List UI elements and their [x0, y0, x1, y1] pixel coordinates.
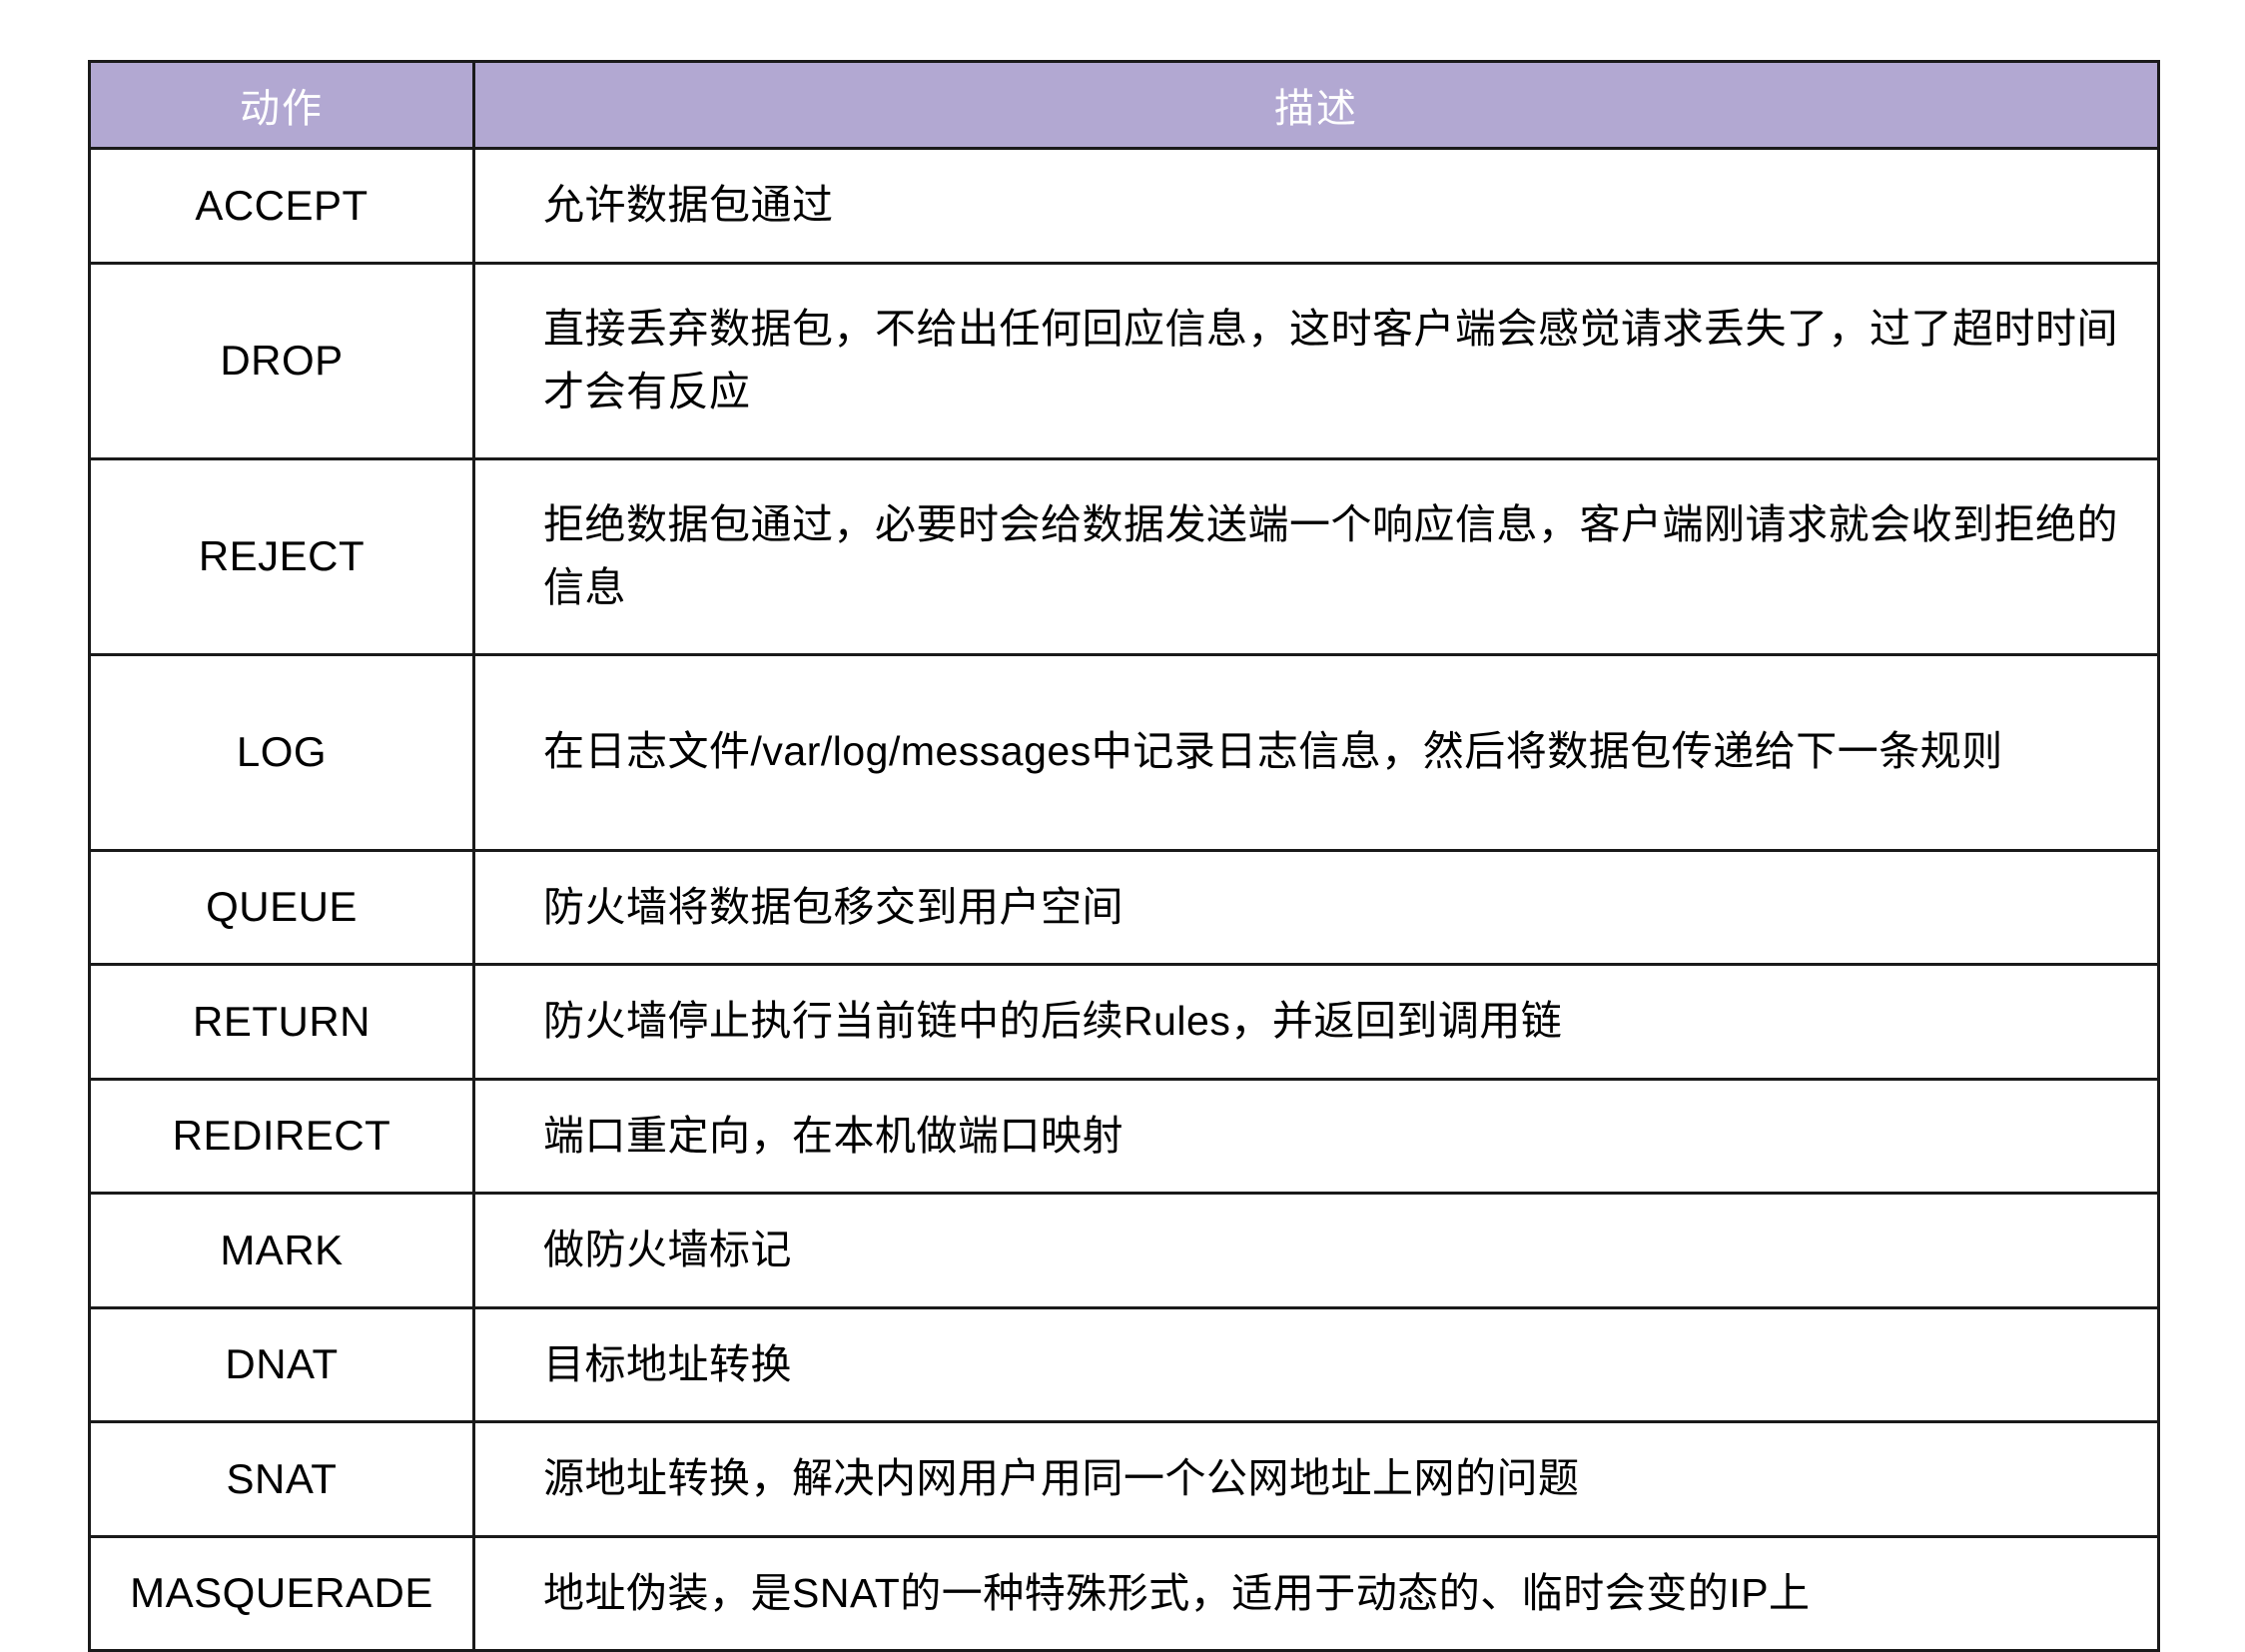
column-header-description: 描述 [472, 60, 2160, 150]
cell-action: SNAT [88, 1420, 475, 1538]
description-text: 目标地址转换 [543, 1340, 792, 1387]
cell-description: 防火墙停止执行当前链中的后续Rules，并返回到调用链 [472, 963, 2160, 1081]
table-row: DROP 直接丢弃数据包，不给出任何回应信息，这时客户端会感觉请求丢失了，过了超时… [88, 261, 2160, 460]
description-text: 允许数据包通过 [543, 182, 834, 228]
table-row: REDIRECT 端口重定向，在本机做端口映射 [88, 1077, 2160, 1196]
table-row: MASQUERADE 地址伪装，是SNAT的一种特殊形式，适用于动态的、临时会变的… [88, 1534, 2160, 1652]
table-row: MARK 做防火墙标记 [88, 1192, 2160, 1309]
cell-action: RETURN [88, 963, 475, 1081]
table-row: DNAT 目标地址转换 [88, 1305, 2160, 1424]
cell-description: 做防火墙标记 [472, 1192, 2160, 1309]
cell-description: 允许数据包通过 [472, 147, 2160, 265]
description-text: 端口重定向，在本机做端口映射 [543, 1112, 1123, 1159]
cell-description: 拒绝数据包通过，必要时会给数据发送端一个响应信息，客户端刚请求就会收到拒绝的信息 [472, 456, 2160, 656]
table-header: 动作 描述 [88, 60, 2160, 150]
column-header-action: 动作 [88, 60, 475, 150]
cell-description: 防火墙将数据包移交到用户空间 [472, 848, 2160, 967]
table-row: SNAT 源地址转换，解决内网用户用同一个公网地址上网的问题 [88, 1420, 2160, 1538]
header-row: 动作 描述 [88, 60, 2160, 150]
table-row: RETURN 防火墙停止执行当前链中的后续Rules，并返回到调用链 [88, 963, 2160, 1081]
cell-action: MASQUERADE [88, 1534, 475, 1652]
cell-description: 在日志文件/var/log/messages中记录日志信息，然后将数据包传递给下… [472, 652, 2160, 852]
description-text: 在日志文件/var/log/messages中记录日志信息，然后将数据包传递给下… [543, 728, 2003, 775]
description-text: 直接丢弃数据包，不给出任何回应信息，这时客户端会感觉请求丢失了，过了超时时间才会… [543, 305, 2118, 415]
cell-description: 直接丢弃数据包，不给出任何回应信息，这时客户端会感觉请求丢失了，过了超时时间才会… [472, 261, 2160, 460]
description-text: 做防火墙标记 [543, 1227, 792, 1273]
cell-description: 目标地址转换 [472, 1305, 2160, 1424]
table-body: ACCEPT 允许数据包通过 DROP 直接丢弃数据包，不给出任何回应信息，这时客户端… [88, 147, 2160, 1652]
table-row: REJECT 拒绝数据包通过，必要时会给数据发送端一个响应信息，客户端刚请求就会收… [88, 456, 2160, 656]
cell-description: 地址伪装，是SNAT的一种特殊形式，适用于动态的、临时会变的IP上 [472, 1534, 2160, 1652]
iptables-action-table: 动作 描述 ACCEPT 允许数据包通过 DROP 直接丢弃数据包，不给出任何回应信息… [88, 60, 2160, 1652]
description-text: 防火墙停止执行当前链中的后续Rules，并返回到调用链 [543, 998, 1563, 1045]
cell-description: 端口重定向，在本机做端口映射 [472, 1077, 2160, 1196]
description-text: 防火墙将数据包移交到用户空间 [543, 883, 1123, 930]
cell-action: MARK [88, 1192, 475, 1309]
description-text: 地址伪装，是SNAT的一种特殊形式，适用于动态的、临时会变的IP上 [543, 1569, 1811, 1616]
cell-action: ACCEPT [88, 147, 475, 265]
cell-action: REDIRECT [88, 1077, 475, 1196]
cell-action: DNAT [88, 1305, 475, 1424]
table-row: LOG 在日志文件/var/log/messages中记录日志信息，然后将数据包传… [88, 652, 2160, 852]
cell-action: REJECT [88, 456, 475, 656]
cell-action: LOG [88, 652, 475, 852]
table-row: ACCEPT 允许数据包通过 [88, 147, 2160, 265]
table-row: QUEUE 防火墙将数据包移交到用户空间 [88, 848, 2160, 967]
description-text: 拒绝数据包通过，必要时会给数据发送端一个响应信息，客户端刚请求就会收到拒绝的信息 [543, 500, 2118, 611]
cell-action: DROP [88, 261, 475, 460]
cell-action: QUEUE [88, 848, 475, 967]
cell-description: 源地址转换，解决内网用户用同一个公网地址上网的问题 [472, 1420, 2160, 1538]
description-text: 源地址转换，解决内网用户用同一个公网地址上网的问题 [543, 1455, 1580, 1502]
